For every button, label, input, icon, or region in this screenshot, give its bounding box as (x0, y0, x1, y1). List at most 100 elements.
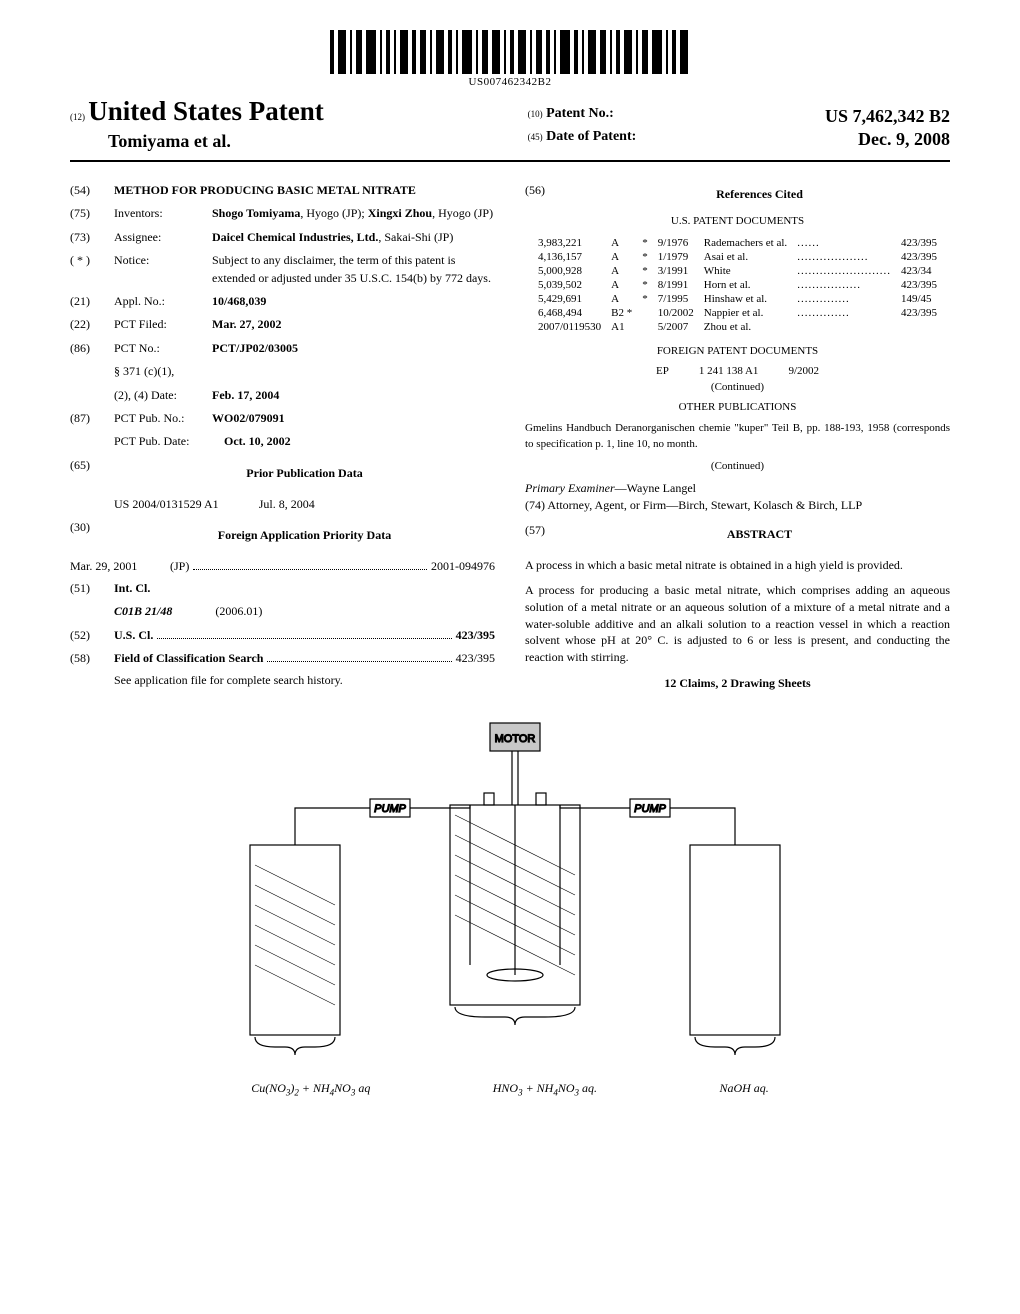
prior-pub-number: US 2004/0131529 A1 (114, 496, 219, 513)
code-54: (54) (70, 182, 114, 199)
priority-number: 2001-094976 (431, 559, 495, 574)
assignee-loc: , Sakai-Shi (JP) (378, 230, 453, 244)
reference-cell: * (638, 251, 652, 263)
pct-pub-date-label: PCT Pub. Date: (114, 433, 224, 450)
dotted-leader (267, 652, 451, 662)
pct-no-label: PCT No.: (114, 340, 212, 357)
chem-label-3: NaOH aq. (719, 1081, 768, 1097)
reference-cell: * (638, 265, 652, 277)
reference-cell: Horn et al. (700, 279, 791, 291)
inventors-label: Inventors: (114, 205, 212, 222)
pump-label-left: PUMP (374, 803, 406, 815)
chem1-d: NO (334, 1081, 351, 1095)
code-57: (57) (525, 522, 569, 549)
code-12: (12) (70, 112, 85, 122)
pct-pub-no-label: PCT Pub. No.: (114, 410, 212, 427)
chem-label-2: HNO3 + NH4NO3 aq. (493, 1081, 597, 1097)
code-58: (58) (70, 650, 114, 667)
chem1-c: + NH (299, 1081, 330, 1095)
field-search-value: 423/395 (456, 650, 495, 667)
barcode-icon (330, 30, 690, 74)
reference-cell: 8/1991 (654, 279, 698, 291)
barcode-block: US007462342B2 (70, 30, 950, 88)
reference-cell: 423/395 (897, 307, 941, 319)
other-pubs-header: OTHER PUBLICATIONS (525, 401, 950, 413)
reference-cell: ......................... (793, 265, 895, 277)
reference-cell: 149/45 (897, 293, 941, 305)
reference-cell: 2007/0119530 (534, 321, 605, 333)
claims-sheets-line: 12 Claims, 2 Drawing Sheets (525, 676, 950, 691)
s371-date-label: (2), (4) Date: (114, 387, 212, 404)
reference-cell: .............. (793, 293, 895, 305)
reference-cell: 10/2002 (654, 307, 698, 319)
reference-cell: 5,039,502 (534, 279, 605, 291)
reference-cell: 423/34 (897, 265, 941, 277)
pct-pub-no: WO02/079091 (212, 410, 495, 427)
code-56: (56) (525, 182, 569, 209)
header-authors: Tomiyama et al. (108, 131, 492, 152)
priority-date: Mar. 29, 2001 (70, 559, 170, 574)
code-22: (22) (70, 316, 114, 333)
inventor-1: Shogo Tomiyama (212, 206, 300, 220)
references-cited-title: References Cited (569, 186, 950, 203)
chem1-a: Cu(NO (251, 1081, 286, 1095)
inventor-2-loc: , Hyogo (JP) (432, 206, 493, 220)
dotted-leader (193, 560, 427, 570)
attorney-code-label: (74) Attorney, Agent, or Firm (525, 498, 666, 512)
field-search-label: Field of Classification Search (114, 650, 263, 667)
code-51: (51) (70, 580, 114, 597)
invention-title: METHOD FOR PRODUCING BASIC METAL NITRATE (114, 182, 495, 199)
reference-cell: White (700, 265, 791, 277)
us-cl-value: 423/395 (456, 627, 495, 644)
reference-cell: 4,136,157 (534, 251, 605, 263)
reference-cell: Asai et al. (700, 251, 791, 263)
pct-filed: Mar. 27, 2002 (212, 316, 495, 333)
barcode-text: US007462342B2 (70, 76, 950, 88)
int-cl-year: (2006.01) (215, 604, 262, 618)
field-search-note: See application file for complete search… (114, 673, 495, 688)
chem2-c: NO (558, 1081, 575, 1095)
code-73: (73) (70, 229, 114, 246)
reference-cell: B2 * (607, 307, 636, 319)
apparatus-diagram-icon: MOTOR P (190, 715, 830, 1075)
reference-cell: * (638, 279, 652, 291)
inventor-2: Xingxi Zhou (368, 206, 432, 220)
primary-examiner-label: Primary Examiner (525, 481, 615, 495)
reference-cell: A (607, 293, 636, 305)
page-title: United States Patent (88, 96, 323, 126)
code-87: (87) (70, 410, 114, 427)
abstract-p2: A process for producing a basic metal ni… (525, 582, 950, 666)
reference-cell: Hinshaw et al. (700, 293, 791, 305)
foreign-cc: EP (656, 365, 669, 377)
foreign-docs-header: FOREIGN PATENT DOCUMENTS (525, 345, 950, 357)
reference-cell: Nappier et al. (700, 307, 791, 319)
reference-cell: 5,000,928 (534, 265, 605, 277)
chem-labels-row: Cu(NO3)2 + NH4NO3 aq HNO3 + NH4NO3 aq. N… (190, 1081, 830, 1097)
primary-examiner-name: —Wayne Langel (615, 481, 696, 495)
code-30: (30) (70, 519, 114, 552)
reference-cell: ...... (793, 237, 895, 249)
foreign-date: 9/2002 (788, 365, 819, 377)
priority-cc: (JP) (170, 559, 189, 574)
reference-cell: Rademachers et al. (700, 237, 791, 249)
us-cl-label: U.S. Cl. (114, 627, 153, 644)
reference-cell: ................... (793, 251, 895, 263)
reference-cell: 3,983,221 (534, 237, 605, 249)
notice-label: Notice: (114, 252, 212, 287)
right-column: (56) References Cited U.S. PATENT DOCUME… (525, 176, 950, 691)
pump-label-right: PUMP (634, 803, 666, 815)
chem2-d: aq. (579, 1081, 597, 1095)
reference-cell: 1/1979 (654, 251, 698, 263)
continued-2: (Continued) (525, 460, 950, 472)
dotted-leader (157, 629, 451, 639)
date-of-patent: Dec. 9, 2008 (858, 129, 950, 150)
code-10: (10) (528, 109, 543, 119)
code-75: (75) (70, 205, 114, 222)
us-patent-docs-header: U.S. PATENT DOCUMENTS (525, 215, 950, 227)
reference-row: 4,136,157A*1/1979Asai et al.............… (534, 251, 941, 263)
inventor-1-loc: , Hyogo (JP); (300, 206, 367, 220)
reference-cell: A (607, 237, 636, 249)
reference-cell: * (638, 293, 652, 305)
attorney-name: —Birch, Stewart, Kolasch & Birch, LLP (666, 498, 862, 512)
figure-block: MOTOR P (70, 715, 950, 1097)
